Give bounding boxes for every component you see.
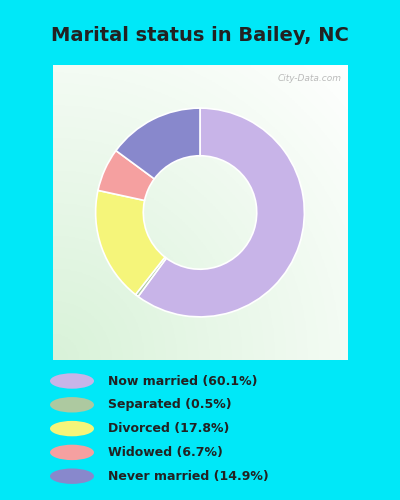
Circle shape xyxy=(50,421,94,436)
Wedge shape xyxy=(136,257,166,296)
Wedge shape xyxy=(96,190,165,294)
Text: Widowed (6.7%): Widowed (6.7%) xyxy=(108,446,223,459)
Text: Separated (0.5%): Separated (0.5%) xyxy=(108,398,232,411)
Circle shape xyxy=(50,444,94,460)
Circle shape xyxy=(50,468,94,484)
Text: Divorced (17.8%): Divorced (17.8%) xyxy=(108,422,229,435)
Wedge shape xyxy=(116,108,200,179)
Wedge shape xyxy=(138,108,304,317)
Text: Now married (60.1%): Now married (60.1%) xyxy=(108,374,258,388)
Text: Marital status in Bailey, NC: Marital status in Bailey, NC xyxy=(51,26,349,46)
Circle shape xyxy=(50,374,94,388)
Circle shape xyxy=(50,397,94,412)
Wedge shape xyxy=(98,150,154,200)
Text: City-Data.com: City-Data.com xyxy=(278,74,342,83)
Text: Never married (14.9%): Never married (14.9%) xyxy=(108,470,269,482)
